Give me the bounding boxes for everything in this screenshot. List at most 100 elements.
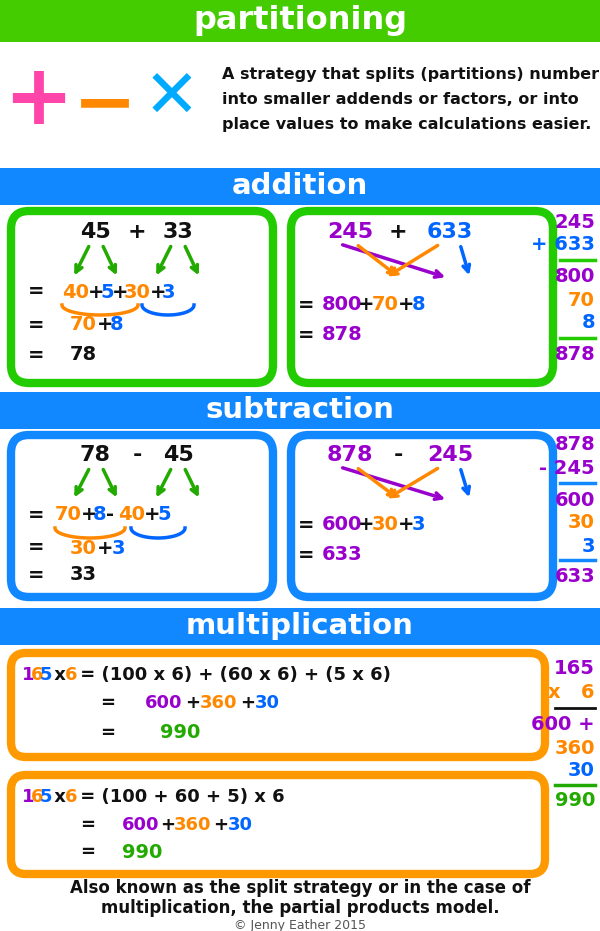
Text: =: =: [100, 694, 115, 712]
Text: 878: 878: [322, 326, 363, 344]
Text: 5: 5: [40, 666, 53, 684]
Text: 633: 633: [322, 546, 362, 564]
Text: 30: 30: [70, 538, 97, 558]
Text: 600: 600: [554, 491, 595, 509]
Text: 70: 70: [568, 290, 595, 309]
Text: 33: 33: [163, 222, 193, 242]
Text: 3: 3: [162, 282, 176, 302]
Text: 5: 5: [100, 282, 113, 302]
Text: 30: 30: [228, 816, 253, 834]
Text: =: =: [28, 565, 44, 585]
Text: +: +: [128, 222, 146, 242]
Text: 800: 800: [554, 267, 595, 287]
Text: 6: 6: [31, 788, 44, 806]
Text: 30: 30: [372, 516, 399, 534]
Text: - 245: - 245: [539, 458, 595, 478]
Text: +: +: [81, 506, 97, 524]
Text: 990: 990: [160, 723, 200, 743]
FancyBboxPatch shape: [11, 653, 545, 757]
Text: =: =: [80, 843, 95, 861]
Text: +: +: [185, 694, 200, 712]
Text: 878: 878: [554, 345, 595, 365]
Text: ✕: ✕: [144, 65, 200, 131]
Text: =: =: [298, 516, 314, 534]
Text: -: -: [394, 445, 403, 465]
Text: 30: 30: [568, 762, 595, 780]
Text: =: =: [28, 538, 44, 558]
Text: 30: 30: [568, 514, 595, 533]
Text: 360: 360: [174, 816, 212, 834]
Text: 8: 8: [412, 295, 425, 315]
Text: = (100 + 60 + 5) x 6: = (100 + 60 + 5) x 6: [74, 788, 284, 806]
Text: 990: 990: [122, 843, 163, 861]
Text: 633: 633: [554, 568, 595, 587]
Text: = (100 x 6) + (60 x 6) + (5 x 6): = (100 x 6) + (60 x 6) + (5 x 6): [74, 666, 391, 684]
Text: 70: 70: [55, 506, 82, 524]
Text: + 633: + 633: [531, 236, 595, 254]
Text: place values to make calculations easier.: place values to make calculations easier…: [222, 117, 592, 132]
Text: +: +: [144, 506, 161, 524]
Text: 6: 6: [65, 666, 77, 684]
Text: 5: 5: [157, 506, 170, 524]
Text: 800: 800: [322, 295, 362, 315]
Text: =: =: [28, 316, 44, 334]
Text: +: +: [112, 282, 128, 302]
Text: 40: 40: [62, 282, 89, 302]
Text: x: x: [48, 666, 72, 684]
Text: Also known as the split strategy or in the case of: Also known as the split strategy or in t…: [70, 879, 530, 897]
Text: multiplication, the partial products model.: multiplication, the partial products mod…: [101, 899, 499, 917]
Text: 40: 40: [118, 506, 145, 524]
Text: 600: 600: [145, 694, 182, 712]
Text: 990: 990: [554, 790, 595, 809]
Text: 245: 245: [554, 212, 595, 232]
Text: 5: 5: [40, 788, 53, 806]
Text: 70: 70: [70, 316, 97, 334]
Text: =: =: [100, 724, 115, 742]
Text: addition: addition: [232, 172, 368, 200]
Text: 45: 45: [163, 445, 193, 465]
Text: 8: 8: [110, 316, 124, 334]
Text: 6: 6: [65, 788, 77, 806]
Text: multiplication: multiplication: [186, 612, 414, 640]
Text: =: =: [298, 295, 314, 315]
Text: 600: 600: [322, 516, 362, 534]
Text: +: +: [358, 516, 374, 534]
Text: 3: 3: [112, 538, 125, 558]
Text: =: =: [28, 345, 44, 365]
Text: =: =: [298, 546, 314, 564]
Text: 165: 165: [554, 658, 595, 678]
Text: 633: 633: [427, 222, 473, 242]
Bar: [0, 0, 600, 42]
Text: +: +: [97, 538, 113, 558]
Text: 360: 360: [554, 738, 595, 758]
Text: =: =: [80, 816, 95, 834]
Text: 33: 33: [70, 565, 97, 585]
Text: 8: 8: [93, 506, 107, 524]
Text: © Jenny Eather 2015: © Jenny Eather 2015: [234, 919, 366, 931]
Bar: [0, 168, 600, 205]
Text: partitioning: partitioning: [193, 6, 407, 36]
Text: +: +: [150, 282, 167, 302]
Text: 245: 245: [327, 222, 373, 242]
Text: +: +: [398, 295, 415, 315]
Text: 245: 245: [427, 445, 473, 465]
FancyBboxPatch shape: [11, 211, 273, 383]
Text: =: =: [298, 326, 314, 344]
Text: 6: 6: [31, 666, 44, 684]
Text: +: +: [160, 816, 175, 834]
Text: into smaller addends or factors, or into: into smaller addends or factors, or into: [222, 92, 579, 107]
Text: +: +: [213, 816, 228, 834]
Text: 78: 78: [70, 345, 97, 365]
Text: +: +: [88, 282, 104, 302]
Text: 878: 878: [327, 445, 373, 465]
Text: x   6: x 6: [548, 683, 595, 703]
Text: 600 +: 600 +: [532, 716, 595, 735]
FancyBboxPatch shape: [11, 435, 273, 597]
Text: 30: 30: [124, 282, 151, 302]
Text: -: -: [106, 506, 114, 524]
Text: +: +: [240, 694, 255, 712]
Text: A strategy that splits (partitions) numbers: A strategy that splits (partitions) numb…: [222, 68, 600, 83]
Text: x: x: [48, 788, 72, 806]
Text: subtraction: subtraction: [206, 396, 394, 424]
Text: +: +: [97, 316, 113, 334]
